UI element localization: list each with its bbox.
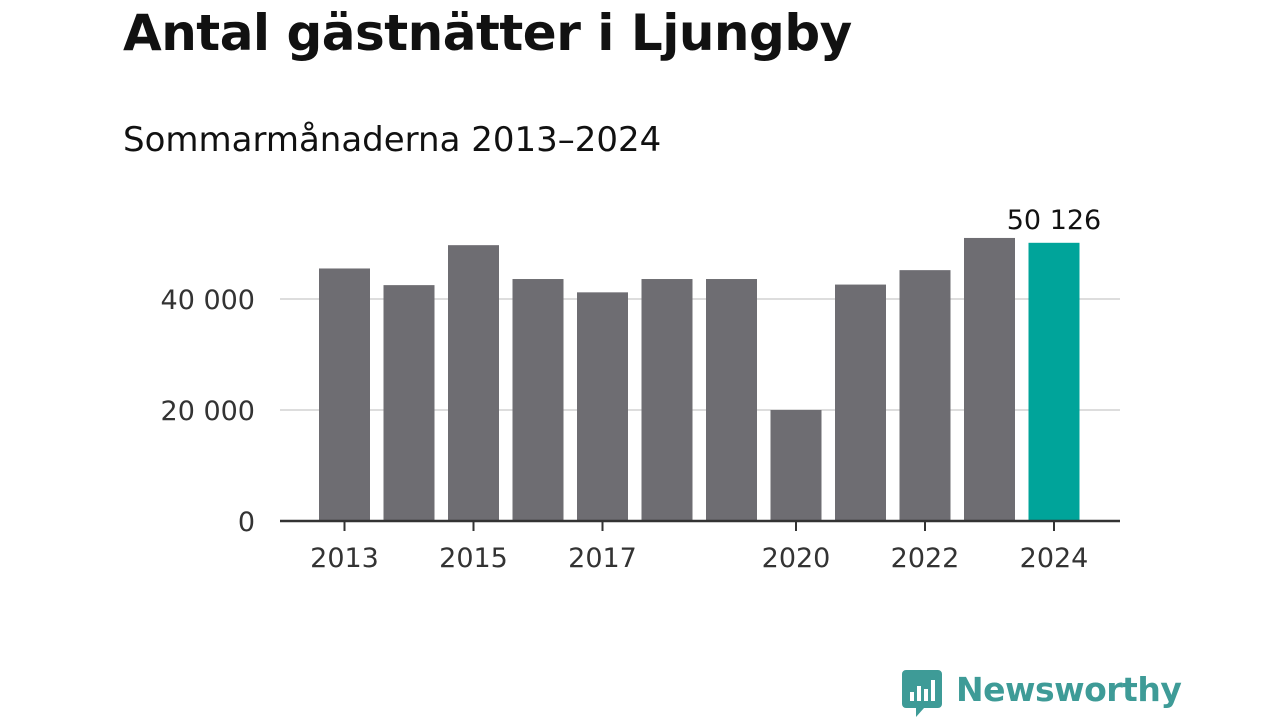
bar-2020 <box>770 410 822 521</box>
bar-2014 <box>383 285 435 521</box>
brand-name: Newsworthy <box>956 670 1182 709</box>
bar-2021 <box>835 284 886 521</box>
bar-2017 <box>577 292 628 521</box>
bar-2015 <box>448 245 499 522</box>
x-tick-label: 2024 <box>1020 543 1089 574</box>
x-tick-label: 2020 <box>762 543 831 574</box>
bar-2013 <box>319 268 370 521</box>
y-tick-label: 20 000 <box>161 396 255 427</box>
x-tick-label: 2015 <box>439 543 508 574</box>
bar-2016 <box>512 279 564 521</box>
y-tick-label: 0 <box>238 507 255 538</box>
y-tick-label: 40 000 <box>161 285 255 316</box>
data-label: 50 126 <box>1007 205 1101 236</box>
x-tick-label: 2022 <box>891 543 960 574</box>
x-tick-label: 2013 <box>310 543 379 574</box>
bar-2023 <box>964 237 1015 521</box>
chart-subtitle: Sommarmånaderna 2013–2024 <box>123 120 662 160</box>
bar-2022 <box>899 270 951 521</box>
bar-2019 <box>706 279 757 521</box>
x-tick-label: 2017 <box>568 543 637 574</box>
chat-bar-chart-icon <box>902 670 942 717</box>
bar-2018 <box>641 279 693 521</box>
chart-title: Antal gästnätter i Ljungby <box>123 4 852 62</box>
brand-logo: Newsworthy <box>902 668 1182 720</box>
bar-2024 <box>1028 242 1080 521</box>
